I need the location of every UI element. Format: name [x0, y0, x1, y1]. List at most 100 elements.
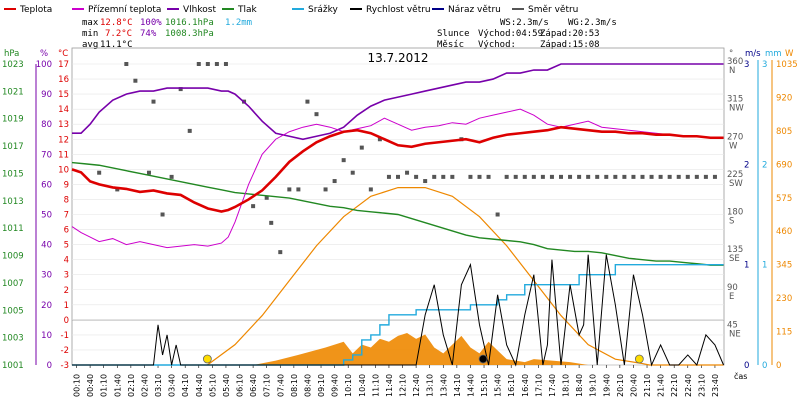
tick-ms: 0	[744, 361, 749, 371]
x-tick-label: 01:40	[113, 374, 122, 397]
x-tick-label: 21:10	[643, 374, 652, 397]
tick-degc: 5	[64, 241, 69, 251]
wind-direction-point	[577, 174, 582, 179]
tick-degc: 13	[58, 120, 69, 130]
wind-direction-point	[477, 174, 482, 179]
axis-unit-mm: mm	[765, 49, 782, 59]
sunset: Západ:20:53	[540, 29, 600, 39]
wind-direction-point	[287, 187, 292, 192]
tick-pct: 40	[41, 241, 52, 251]
legend-label: Tlak	[237, 5, 258, 15]
wind-direction-point	[613, 174, 618, 179]
tick-wm2: 0	[776, 361, 781, 371]
x-tick-label: 06:40	[249, 374, 258, 397]
x-axis-label: čas	[734, 371, 747, 381]
summary-min-label: min	[82, 29, 98, 39]
x-tick-label: 00:10	[73, 374, 82, 397]
legend-label: Teplota	[19, 5, 52, 15]
axis-unit-ms: m/s	[745, 49, 761, 59]
axis-unit-dir: °	[729, 49, 733, 59]
wind-direction-point	[350, 170, 355, 175]
tick-wm2: 460	[776, 227, 792, 237]
wind-direction-point	[640, 174, 645, 179]
series-rain	[72, 263, 724, 366]
wind-direction-point	[405, 170, 410, 175]
series-wind-speed	[72, 254, 725, 367]
tick-degc: -1	[61, 331, 69, 341]
x-tick-label: 11:10	[371, 374, 380, 397]
series	[71, 62, 725, 367]
wind-direction-point	[396, 174, 400, 179]
x-tick-label: 09:40	[331, 374, 340, 397]
legend-label: Směr větru	[528, 5, 578, 15]
x-tick-label: 06:10	[236, 374, 245, 397]
x-tick-label: 04:10	[181, 374, 190, 397]
tick-dir-name: NW	[729, 104, 744, 114]
axis-unit-wm2: W	[785, 49, 794, 59]
marker-sunset	[634, 354, 644, 364]
tick-dir: 135	[727, 245, 743, 255]
tick-hpa: 1021	[2, 87, 24, 97]
wind-direction-point	[223, 62, 228, 66]
wind-direction-point	[169, 174, 174, 179]
wind-direction-point	[703, 174, 708, 179]
x-tick-label: 22:10	[670, 374, 679, 397]
moonrise: Východ:	[478, 40, 516, 50]
x-tick-label: 10:40	[358, 374, 367, 397]
wind-direction-point	[151, 99, 156, 104]
x-tick-label: 07:10	[263, 374, 272, 397]
x-tick-label: 23:40	[711, 374, 720, 397]
tick-degc: 0	[64, 316, 69, 326]
tick-degc: 15	[58, 90, 69, 100]
tick-hpa: 1005	[2, 306, 24, 316]
x-tick-label: 10:10	[344, 374, 353, 397]
wind-direction-point	[712, 174, 717, 179]
summary-wg: WG:2.3m/s	[568, 18, 617, 28]
tick-degc: 12	[58, 135, 69, 145]
summary-min-temp: 7.2°C	[105, 29, 132, 39]
wind-direction-point	[205, 62, 210, 66]
moonset: Západ:15:08	[540, 40, 600, 50]
summary-max-rain: 1.2mm	[225, 18, 252, 28]
tick-hpa: 1015	[2, 169, 24, 179]
x-axis-ticks: 00:10 00:40 01:10 01:40 02:10 02:40 03:10 03:40…	[73, 374, 720, 397]
wind-direction-point	[359, 145, 364, 150]
summary-ws: WS:2.3m/s	[500, 18, 549, 28]
tick-pct: 10	[41, 331, 52, 341]
x-tick-label: 13:10	[426, 374, 435, 397]
summary-avg-temp: 11.1°C	[100, 40, 133, 50]
tick-mm: 0	[762, 361, 767, 371]
x-tick-label: 18:10	[562, 374, 571, 397]
tick-pct: 60	[41, 180, 52, 190]
tick-dir-name: SW	[729, 179, 743, 189]
tick-dir: 360	[727, 57, 743, 67]
tick-degc: 8	[64, 195, 69, 205]
wind-direction-point	[432, 174, 437, 179]
marker-sunrise	[202, 354, 212, 364]
wind-direction-point	[323, 187, 328, 192]
x-tick-label: 01:10	[100, 374, 109, 397]
wind-direction-point	[332, 179, 337, 184]
wind-direction-point	[685, 174, 690, 179]
tick-pct: 0	[47, 361, 52, 371]
x-tick-label: 13:40	[439, 374, 448, 397]
wind-direction-point	[314, 112, 319, 117]
sunrise: Východ:04:59	[478, 29, 543, 39]
series-ground-temp	[71, 108, 724, 249]
x-tick-label: 02:40	[140, 374, 149, 397]
x-tick-label: 08:10	[290, 374, 299, 397]
wind-direction-point	[676, 174, 681, 179]
tick-pct: 70	[41, 150, 52, 160]
tick-wm2: 345	[776, 261, 792, 271]
axis-unit-pct: %	[40, 49, 48, 59]
wind-direction-point	[196, 62, 201, 66]
x-tick-label: 16:10	[507, 374, 516, 397]
x-tick-label: 15:40	[494, 374, 503, 397]
tick-wm2: 690	[776, 160, 792, 170]
tick-pct: 90	[41, 90, 52, 100]
wind-direction-point	[504, 174, 509, 179]
legend-label: Náraz větru	[448, 5, 501, 15]
x-tick-label: 07:40	[276, 374, 285, 397]
